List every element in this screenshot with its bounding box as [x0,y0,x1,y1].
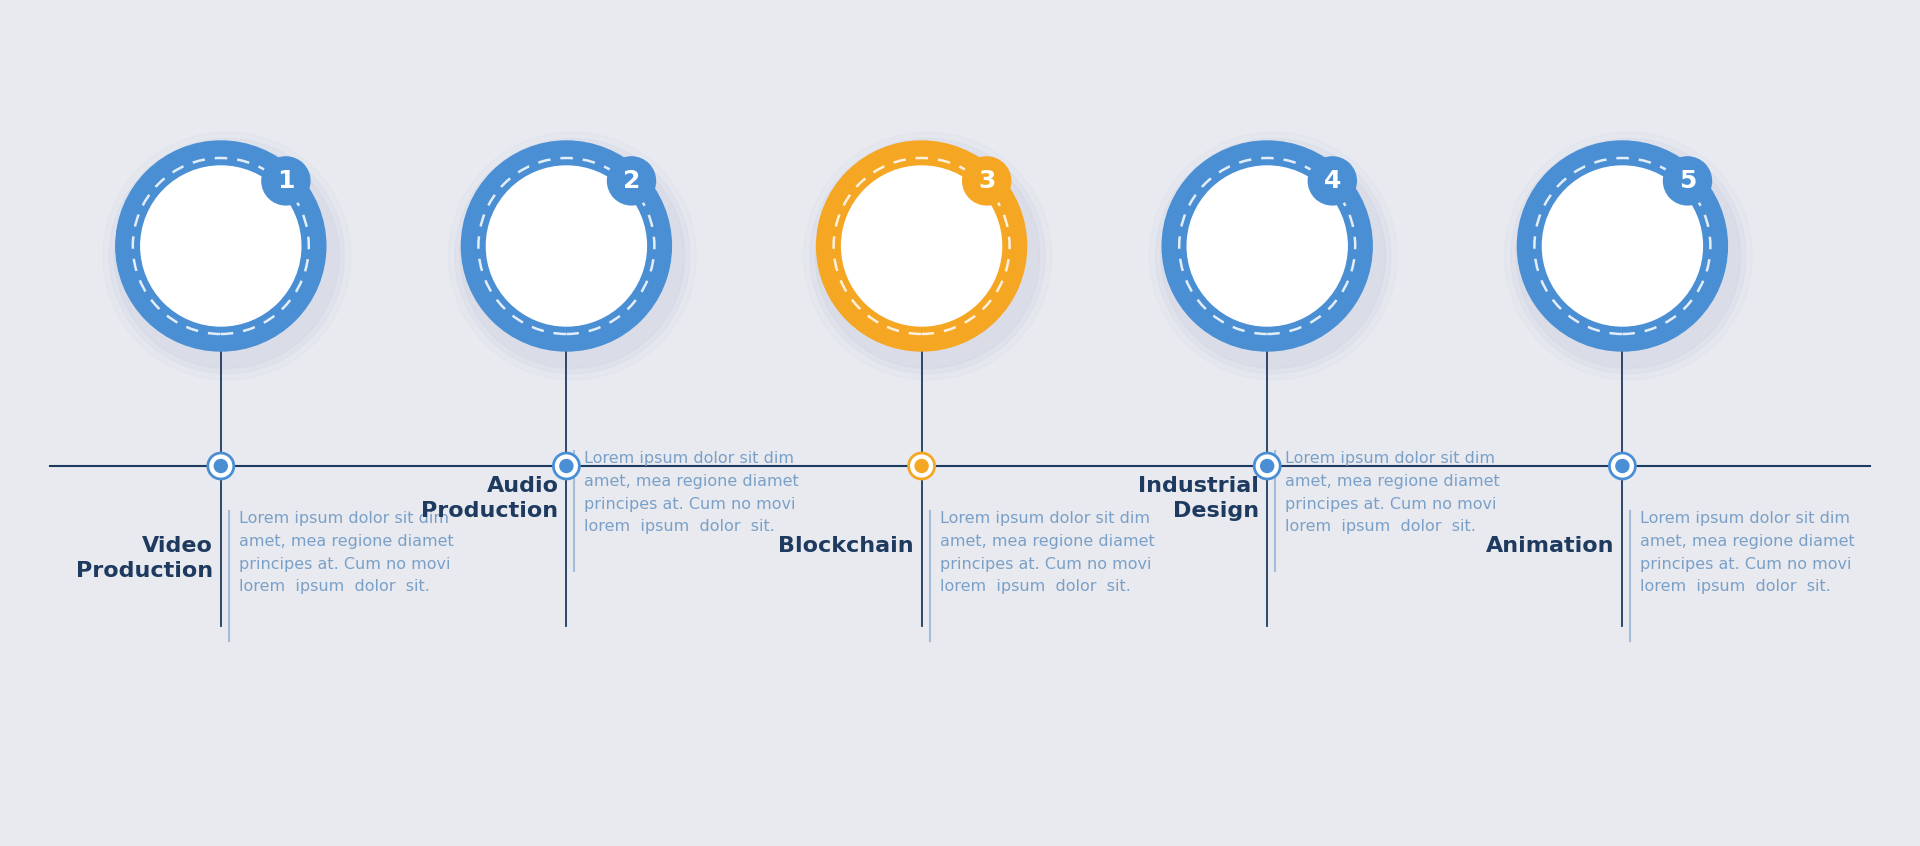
Text: Video
Production: Video Production [75,536,213,581]
Text: Industrial
Design: Industrial Design [1139,476,1260,521]
Circle shape [104,132,351,380]
Circle shape [816,141,1027,351]
Circle shape [115,141,326,351]
Circle shape [1150,132,1398,380]
Text: Lorem ipsum dolor sit dim
amet, mea regione diamet
principes at. Cum no movi
lor: Lorem ipsum dolor sit dim amet, mea regi… [1640,511,1855,595]
Circle shape [115,144,340,368]
Circle shape [140,166,301,326]
Circle shape [553,453,580,479]
Circle shape [1609,453,1636,479]
Circle shape [1162,141,1373,351]
Circle shape [1617,459,1628,473]
Text: 1: 1 [276,169,294,193]
Circle shape [1517,144,1741,368]
Circle shape [1308,157,1356,205]
Circle shape [449,132,697,380]
Circle shape [215,459,227,473]
Text: 4: 4 [1323,169,1340,193]
Circle shape [261,157,309,205]
Circle shape [1261,459,1273,473]
Text: Lorem ipsum dolor sit dim
amet, mea regione diamet
principes at. Cum no movi
lor: Lorem ipsum dolor sit dim amet, mea regi… [939,511,1154,595]
Circle shape [1542,166,1703,326]
Circle shape [461,141,672,351]
Circle shape [109,139,344,374]
Text: Blockchain: Blockchain [778,536,914,556]
Circle shape [607,157,655,205]
Circle shape [1663,157,1711,205]
Text: Lorem ipsum dolor sit dim
amet, mea regione diamet
principes at. Cum no movi
lor: Lorem ipsum dolor sit dim amet, mea regi… [1284,451,1500,535]
Text: 5: 5 [1678,169,1695,193]
Circle shape [455,139,689,374]
Circle shape [561,459,572,473]
Circle shape [1505,132,1753,380]
Circle shape [962,157,1010,205]
Circle shape [461,144,685,368]
Text: 3: 3 [977,169,995,193]
Circle shape [916,459,927,473]
Text: Audio
Production: Audio Production [420,476,559,521]
Circle shape [1517,141,1728,351]
Text: 2: 2 [622,169,639,193]
Circle shape [816,144,1041,368]
Text: Lorem ipsum dolor sit dim
amet, mea regione diamet
principes at. Cum no movi
lor: Lorem ipsum dolor sit dim amet, mea regi… [238,511,453,595]
Circle shape [1511,139,1745,374]
Circle shape [1156,139,1390,374]
Circle shape [841,166,1002,326]
Circle shape [908,453,935,479]
Circle shape [810,139,1044,374]
Circle shape [1162,144,1386,368]
Circle shape [207,453,234,479]
Circle shape [804,132,1052,380]
Circle shape [1187,166,1348,326]
Circle shape [486,166,647,326]
Text: Animation: Animation [1486,536,1615,556]
Circle shape [1254,453,1281,479]
Text: Lorem ipsum dolor sit dim
amet, mea regione diamet
principes at. Cum no movi
lor: Lorem ipsum dolor sit dim amet, mea regi… [584,451,799,535]
